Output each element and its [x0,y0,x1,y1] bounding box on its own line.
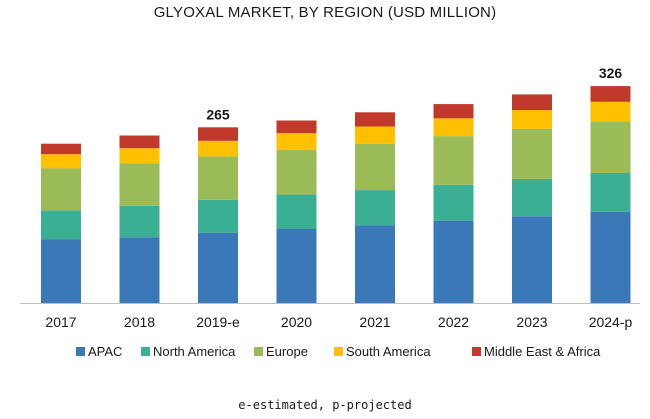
total-label-2024-p: 326 [599,65,623,81]
bar-segment-2023-south-america [512,110,552,129]
footnote: e-estimated, p-projected [238,398,412,412]
bar-segment-2017-middle-east-africa [41,143,81,155]
legend: APAC North America Europe South America Midd… [76,344,601,359]
bar-segment-2019-e-middle-east-africa [198,127,238,141]
x-tick-label: 2024-p [589,314,633,330]
chart-title: GLYOXAL MARKET, BY REGION (USD MILLION) [153,4,497,21]
bar-segment-2017-south-america [41,154,81,169]
legend-swatch-middle-east-africa [472,347,481,356]
bar-segment-2018-north-america [119,205,160,238]
bar-segment-2018-europe [119,163,160,206]
legend-label: South America [346,344,431,359]
bar-segment-2021-europe [355,143,395,191]
legend-swatch-north-america [141,347,150,356]
bar-segment-2021-north-america [355,190,395,226]
legend-swatch-apac [76,347,85,356]
bar-segment-2018-apac [119,237,160,303]
bar-segment-2023-apac [512,216,552,303]
bar-segment-2019-e-south-america [198,140,238,157]
bar-segment-2019-e-europe [198,156,238,200]
bar-segment-2020-apac [276,229,317,303]
bar-segment-2017-europe [41,168,81,211]
x-tick-label: 2021 [359,314,390,330]
bar-segment-2022-apac [433,220,474,303]
bar-segment-2023-north-america [512,178,552,217]
bar-segment-2023-europe [512,128,552,179]
bar-segment-2024-p-south-america [590,101,631,122]
bar-segment-2022-europe [433,136,474,185]
x-tick-label: 2023 [516,314,547,330]
bar-segment-2018-middle-east-africa [119,135,160,149]
total-labels: 265 326 [206,65,622,122]
bar-segment-2022-north-america [433,184,474,221]
legend-label: Middle East & Africa [484,344,601,359]
x-tick-label: 2022 [438,314,469,330]
bar-segment-2023-middle-east-africa [512,94,552,111]
legend-swatch-europe [254,347,263,356]
bar-segment-2020-south-america [276,133,317,150]
legend-label: APAC [88,344,122,359]
bar-segment-2024-p-europe [590,122,631,173]
bar-segment-2024-p-north-america [590,172,631,212]
legend-label: North America [153,344,236,359]
bar-segment-2017-apac [41,239,81,303]
bar-segment-2021-south-america [355,126,395,144]
bar-segment-2021-apac [355,225,395,303]
x-tick-label: 2020 [281,314,312,330]
x-tick-labels: 2017 2018 2019-e 2020 2021 2022 2023 2024-p [45,314,632,330]
bar-segment-2019-e-north-america [198,199,238,233]
bar-segment-2022-middle-east-africa [433,104,474,119]
x-tick-label: 2017 [45,314,76,330]
legend-swatch-south-america [334,347,343,356]
bar-segment-2022-south-america [433,118,474,137]
bar-segment-2020-middle-east-africa [276,120,317,134]
bar-segment-2020-europe [276,149,317,195]
bars-layer [41,86,631,303]
bar-segment-2018-south-america [119,148,160,164]
legend-label: Europe [266,344,308,359]
bar-segment-2017-north-america [41,210,81,240]
bar-segment-2020-north-america [276,194,317,229]
total-label-2019-e: 265 [206,106,230,122]
bar-segment-2024-p-middle-east-africa [590,86,631,102]
x-tick-label: 2019-e [196,314,240,330]
bar-segment-2019-e-apac [198,232,238,303]
x-tick-label: 2018 [124,314,155,330]
bar-segment-2021-middle-east-africa [355,112,395,127]
bar-segment-2024-p-apac [590,211,631,303]
